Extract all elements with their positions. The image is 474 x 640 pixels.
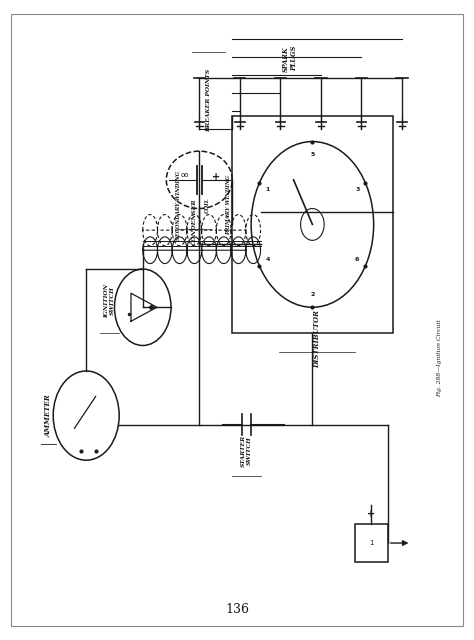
Text: COIL: COIL <box>205 198 210 213</box>
Text: STARTER
SWITCH: STARTER SWITCH <box>241 435 252 467</box>
Text: 1: 1 <box>265 187 270 192</box>
Text: PRIMARY WINDING: PRIMARY WINDING <box>226 175 231 236</box>
Text: IGNITION
SWITCH: IGNITION SWITCH <box>105 284 115 318</box>
Text: 136: 136 <box>225 604 249 616</box>
FancyBboxPatch shape <box>11 14 463 626</box>
Bar <box>232 116 392 333</box>
Text: AMMETER: AMMETER <box>45 394 53 437</box>
Text: 6: 6 <box>355 257 359 262</box>
Text: +: + <box>367 509 375 519</box>
Text: Fig. 288—Ignition Circuit: Fig. 288—Ignition Circuit <box>437 319 442 397</box>
Text: BREAKER POINTS: BREAKER POINTS <box>206 68 211 132</box>
Text: 4: 4 <box>265 257 270 262</box>
Text: CONDENSER: CONDENSER <box>192 198 197 244</box>
Text: +: + <box>212 172 220 182</box>
Text: oo: oo <box>181 172 190 178</box>
Text: 2: 2 <box>310 292 315 297</box>
Text: SPARK
PLUGS: SPARK PLUGS <box>282 46 298 72</box>
Text: 1: 1 <box>369 540 374 546</box>
Text: 5: 5 <box>310 152 315 157</box>
Text: DISTRIBUTOR: DISTRIBUTOR <box>313 310 321 368</box>
Text: SECONDARY WINDING: SECONDARY WINDING <box>175 171 181 240</box>
Bar <box>355 524 388 562</box>
Text: 3: 3 <box>355 187 359 192</box>
